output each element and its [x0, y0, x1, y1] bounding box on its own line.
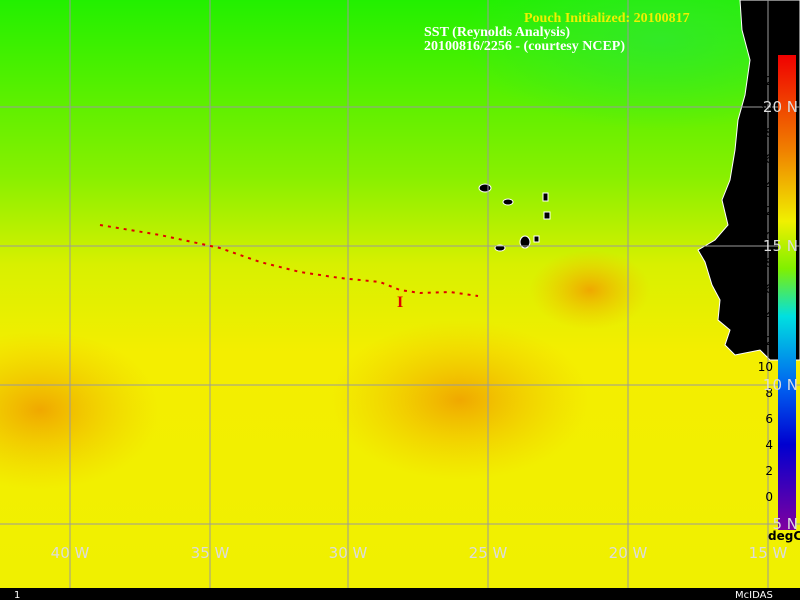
warm-patch	[0, 330, 160, 490]
colorbar-tick-label: 28	[758, 126, 773, 140]
pouch-track	[99, 224, 479, 297]
latitude-labels: 20 N 15 N 10 N 5 N	[763, 98, 798, 533]
latitude-label: 5 N	[772, 515, 798, 533]
status-bar	[0, 588, 800, 600]
colorbar-tick-label: 0	[765, 490, 773, 504]
colorbar-unit: degC	[768, 529, 800, 543]
colorbar-tick-label: 32	[758, 74, 773, 88]
longitude-label: 25 W	[469, 544, 508, 562]
africa-coast	[697, 0, 800, 361]
latitude-label: 10 N	[763, 376, 798, 394]
cool-patch	[460, 0, 800, 130]
latitude-label: 15 N	[763, 237, 798, 255]
pouch-label: Pouch Initialized: 20100817	[524, 11, 690, 26]
map-title: SST (Reynolds Analysis)	[424, 25, 570, 40]
colorbar	[778, 55, 796, 530]
colorbar-tick-label: 4	[765, 438, 773, 452]
colorbar-tick-label: 18	[758, 256, 773, 270]
colorbar-tick-label: 24	[758, 178, 773, 192]
longitude-label: 15 W	[749, 544, 788, 562]
colorbar-tick-label: 20	[758, 230, 773, 244]
colorbar-tick-label: 16	[758, 282, 773, 296]
latitude-label: 20 N	[763, 98, 798, 116]
software-label: McIDAS	[735, 590, 773, 600]
warm-patch	[330, 320, 590, 480]
longitude-label: 20 W	[609, 544, 648, 562]
track-marker: I	[397, 294, 403, 311]
colorbar-tick-label: 26	[758, 152, 773, 166]
colorbar-tick-label: 6	[765, 412, 773, 426]
longitude-label: 30 W	[329, 544, 368, 562]
colorbar-tick-label: 2	[765, 464, 773, 478]
colorbar-tick-label: 14	[758, 308, 773, 322]
colorbar-tick-label: 30	[758, 100, 773, 114]
warm-patch	[530, 250, 650, 330]
longitude-label: 40 W	[51, 544, 90, 562]
longitude-label: 35 W	[191, 544, 230, 562]
colorbar-tick-label: 8	[765, 386, 773, 400]
colorbar-tick-label: 12	[758, 334, 773, 348]
colorbar-tick-label: 22	[758, 204, 773, 218]
frame-number: 1	[14, 590, 20, 600]
longitude-labels: 40 W 35 W 30 W 25 W 20 W 15 W	[51, 544, 788, 562]
colorbar-tick-label: 10	[758, 360, 773, 374]
map-subtitle: 20100816/2256 - (courtesy NCEP)	[424, 39, 625, 54]
